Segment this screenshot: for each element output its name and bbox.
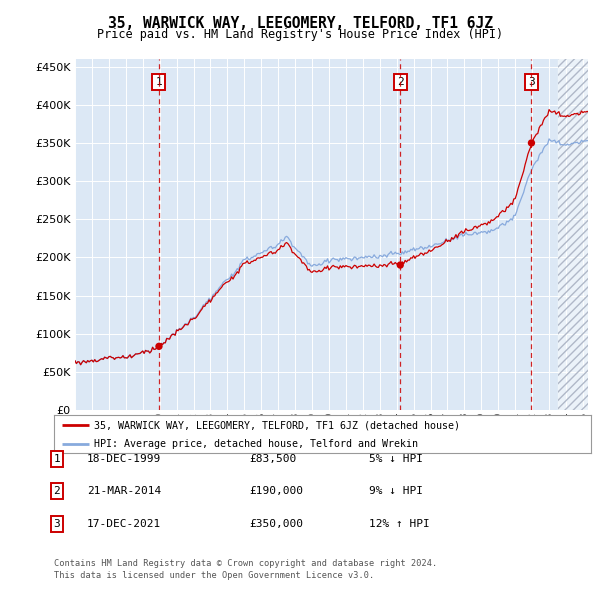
Text: This data is licensed under the Open Government Licence v3.0.: This data is licensed under the Open Gov… [54, 571, 374, 579]
Text: 1: 1 [53, 454, 61, 464]
Text: 35, WARWICK WAY, LEEGOMERY, TELFORD, TF1 6JZ (detached house): 35, WARWICK WAY, LEEGOMERY, TELFORD, TF1… [94, 420, 460, 430]
Text: Price paid vs. HM Land Registry's House Price Index (HPI): Price paid vs. HM Land Registry's House … [97, 28, 503, 41]
Text: 9% ↓ HPI: 9% ↓ HPI [369, 487, 423, 496]
Text: 35, WARWICK WAY, LEEGOMERY, TELFORD, TF1 6JZ: 35, WARWICK WAY, LEEGOMERY, TELFORD, TF1… [107, 16, 493, 31]
Text: £190,000: £190,000 [249, 487, 303, 496]
Text: 3: 3 [53, 519, 61, 529]
Text: 3: 3 [528, 77, 535, 87]
Text: 12% ↑ HPI: 12% ↑ HPI [369, 519, 430, 529]
Bar [557, 59, 600, 410]
Text: Contains HM Land Registry data © Crown copyright and database right 2024.: Contains HM Land Registry data © Crown c… [54, 559, 437, 568]
Bar [557, 59, 600, 410]
Text: 21-MAR-2014: 21-MAR-2014 [87, 487, 161, 496]
Text: 5% ↓ HPI: 5% ↓ HPI [369, 454, 423, 464]
Text: 17-DEC-2021: 17-DEC-2021 [87, 519, 161, 529]
Point [395, 260, 405, 270]
Text: 2: 2 [397, 77, 404, 87]
Point [154, 342, 164, 351]
Text: £350,000: £350,000 [249, 519, 303, 529]
Text: 2: 2 [53, 487, 61, 496]
Point [527, 138, 536, 148]
Text: 18-DEC-1999: 18-DEC-1999 [87, 454, 161, 464]
Text: £83,500: £83,500 [249, 454, 296, 464]
Text: HPI: Average price, detached house, Telford and Wrekin: HPI: Average price, detached house, Telf… [94, 438, 418, 448]
Text: 1: 1 [155, 77, 163, 87]
